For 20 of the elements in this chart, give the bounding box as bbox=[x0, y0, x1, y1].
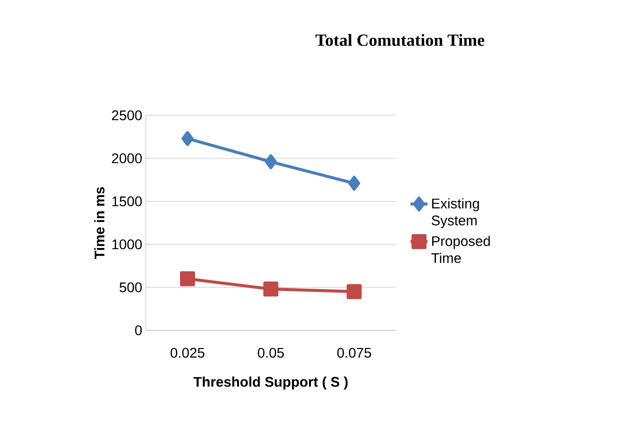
point bbox=[348, 176, 360, 191]
legend-label: Proposed Time bbox=[431, 236, 490, 263]
x-tick-label: 0.025 bbox=[170, 348, 204, 358]
y-tick-label: 2000 bbox=[112, 153, 142, 164]
x-tick-label: 0.05 bbox=[258, 348, 284, 358]
x-axis-title: Threshold Support ( S ) bbox=[194, 376, 348, 390]
point bbox=[263, 282, 278, 297]
y-axis-title: Time in ms bbox=[94, 187, 104, 259]
chart-title: Total Comutation Time bbox=[316, 34, 484, 46]
y-tick-label: 500 bbox=[120, 282, 142, 292]
point bbox=[180, 271, 196, 286]
legend-label: Existing System bbox=[432, 198, 479, 228]
y-tick-label: 2500 bbox=[112, 110, 142, 120]
point bbox=[346, 284, 362, 300]
x-tick-label: 0.075 bbox=[337, 348, 372, 358]
point bbox=[264, 154, 277, 170]
point bbox=[182, 131, 194, 146]
y-tick-label: 0 bbox=[135, 325, 142, 336]
y-tick-label: 1500 bbox=[112, 196, 142, 206]
y-tick-label: 1000 bbox=[112, 239, 142, 250]
